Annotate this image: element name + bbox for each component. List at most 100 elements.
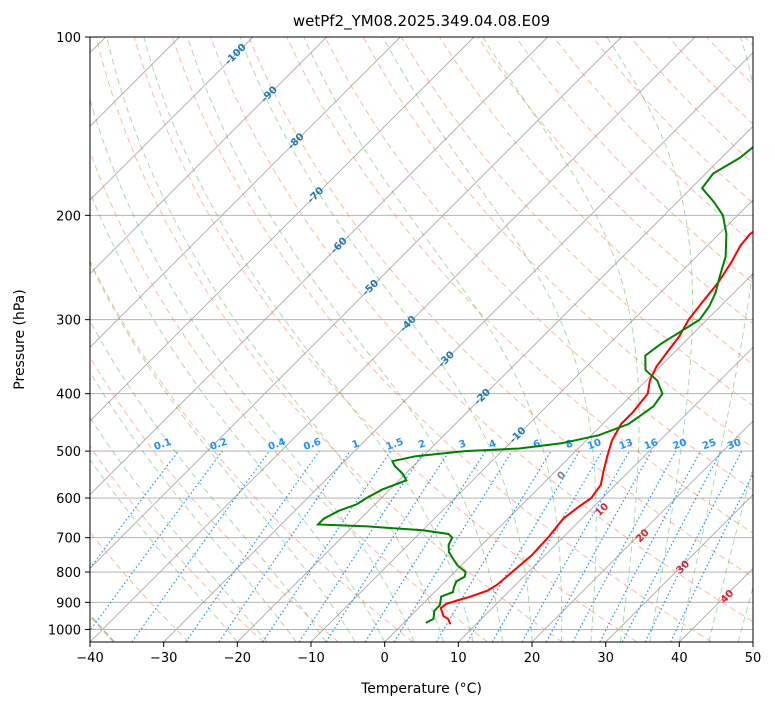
temperature-line [439,230,753,625]
dry-adiabat [210,37,753,623]
x-axis-label: Temperature (°C) [360,681,482,697]
mixing-ratio-line [185,450,320,642]
isotherm-line [384,273,753,642]
mixing-ratio-label: 10 [586,437,603,452]
mixing-ratio-label: 6 [532,438,542,451]
y-tick-label: 600 [56,492,81,507]
mixing-ratio-line [393,450,513,642]
moist-adiabat [303,37,563,642]
mixing-ratio-label: 13 [618,437,635,452]
x-axis-ticks: −40 −30 −20 −10 0 10 20 30 40 50 [76,642,761,666]
x-tick-label: −10 [297,651,324,666]
moist-adiabat [90,261,356,642]
y-tick-label: 300 [56,314,81,329]
dry-adiabat [248,37,753,578]
mixing-ratio-label: 1 [351,438,361,451]
isotherm-line [163,52,753,642]
dry-adiabat [515,37,753,284]
mixing-ratio-label: 20 [672,437,689,452]
moist-adiabat [90,370,297,642]
mixing-ratio-line [131,450,270,642]
mixing-ratio-label: 8 [564,438,574,451]
x-tick-label: −20 [224,651,251,666]
mixing-ratio-label: 4 [488,438,498,451]
isotherm-line [90,37,254,201]
isotherm-line [90,37,401,348]
plot-area: -100-90-80-70-60-50-40-30-20-100.1 0.2 0.4… [90,37,768,642]
isotherm-line [90,37,622,569]
pressure-gridlines [90,37,753,630]
moist-adiabat [482,37,640,642]
mixing-ratio-line [298,450,425,642]
mixing-ratio-line [521,450,631,642]
dry-adiabat [133,37,638,642]
mixing-ratio-line [262,450,392,642]
isotherm-line [605,494,753,642]
x-tick-label: 0 [381,651,389,666]
mixing-ratio-line [90,450,223,632]
mixing-ratio-line [644,450,743,642]
plot-frame [89,36,754,643]
dry-adiabat [324,37,753,491]
moist-adiabat [382,37,597,642]
y-axis-label: Pressure (hPa) [12,289,28,389]
isotherm-line [90,37,548,496]
mixing-ratio-label: 25 [701,437,718,452]
mixing-ratio-label: 36 [751,437,768,452]
y-tick-label: 1000 [48,623,81,638]
x-tick-label: 10 [450,651,467,666]
y-tick-label: 100 [56,31,81,46]
y-tick-label: 500 [56,445,81,460]
moist-adiabat [737,585,753,642]
mixing-ratio-line [670,472,753,642]
moist-adiabat [90,97,415,642]
y-tick-label: 700 [56,532,81,547]
mixing-ratio-line [325,450,450,642]
isotherm-line [458,346,753,642]
mixing-ratio-line [90,450,179,570]
mixing-ratio-label: 2 [417,438,427,451]
isotherm-line [90,37,475,422]
moist-adiabat [708,465,753,642]
isotherm-line [90,37,696,642]
isotherm-line [237,125,753,642]
mixing-ratio-lines [90,450,753,642]
isotherm-grid [90,37,753,642]
dewpoint-line [315,145,753,624]
dry-adiabat [286,37,753,534]
y-axis-ticks: 100 200 300 400 500 600 700 800 900 1000 [48,31,90,638]
dry-adiabat [171,37,712,642]
dry-adiabat [90,259,414,642]
moist-adiabat [90,320,327,642]
isotherm-line [90,37,327,275]
moist-adiabat [239,37,533,642]
x-tick-label: 50 [745,651,762,666]
isotherm-line [531,420,753,642]
y-tick-label: 900 [56,596,81,611]
chart-title: wetPf2_YM08.2025.349.04.08.E09 [293,12,550,31]
x-tick-label: −40 [76,651,103,666]
mixing-ratio-label: 3 [457,438,467,451]
x-tick-label: 20 [524,651,541,666]
dry-adiabat [95,37,563,642]
mixing-ratio-label: 16 [643,437,660,452]
moist-adiabat [90,416,268,642]
moist-adiabat [678,37,753,642]
mixing-ratio-label: 30 [726,437,743,452]
dry-adiabat [90,356,339,642]
y-tick-label: 200 [56,209,81,224]
moist-adiabat [187,37,503,642]
x-tick-label: 30 [597,651,614,666]
mixing-ratio-line [218,450,351,642]
dry-adiabats [90,37,753,642]
moist-adiabat [606,37,694,642]
mixing-ratio-line [545,450,653,642]
dry-adiabat [90,445,264,642]
mixing-ratio-line [572,450,677,642]
moist-adiabat [106,37,445,642]
y-tick-label: 400 [56,388,81,403]
moist-adiabat [90,458,238,642]
x-tick-label: 40 [671,651,688,666]
